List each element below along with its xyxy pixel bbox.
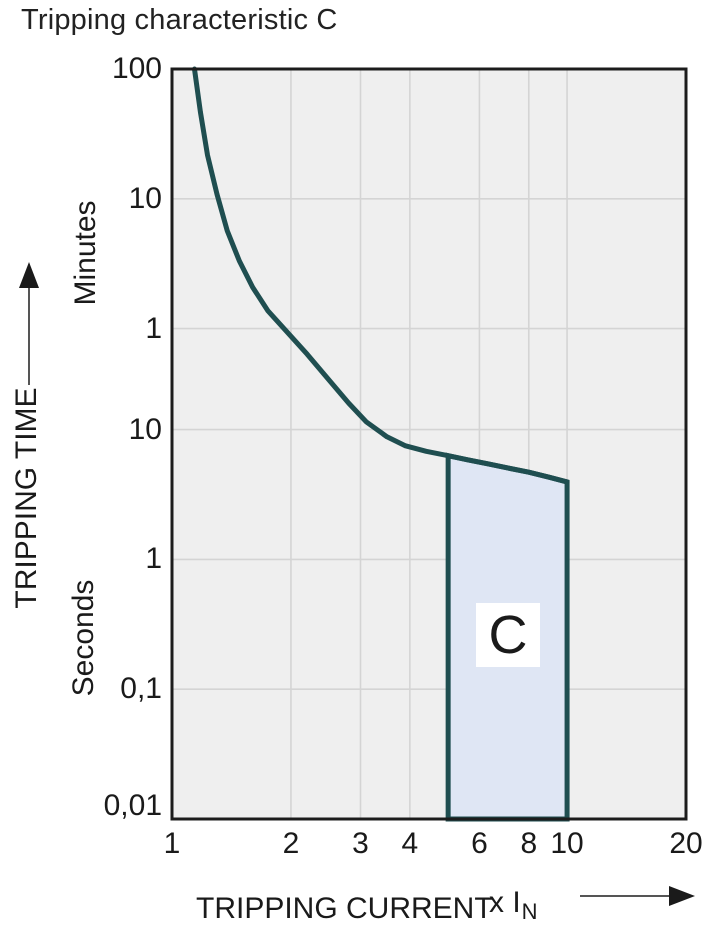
trip-curve: [191, 66, 570, 485]
x-tick-label: 20: [669, 827, 703, 860]
x-tick-label: 3: [352, 827, 369, 860]
y-tick-label: 10: [128, 412, 162, 446]
x-tick-label: 2: [282, 827, 300, 860]
y-tick-label: 1: [145, 542, 162, 576]
y-tick-label: 0,1: [120, 672, 162, 706]
y-axis-title: TRIPPING TIME: [10, 387, 43, 609]
x-tick-label: 6: [471, 827, 488, 860]
plot-background: [172, 69, 686, 819]
x-axis-unit: x IN: [489, 886, 538, 924]
c-zone-label: C: [488, 605, 528, 665]
y-axis-arrow-icon: [19, 262, 39, 288]
y-unit-minutes: Minutes: [69, 200, 102, 306]
x-tick-label: 4: [401, 827, 419, 860]
x-axis-unit-prefix: x I: [489, 886, 521, 919]
y-tick-label: 1: [145, 311, 162, 345]
c-zone-label-box: C: [476, 603, 540, 667]
x-tick-label: 8: [520, 827, 538, 860]
chart-title: Tripping characteristic C: [21, 4, 338, 36]
x-axis-title: TRIPPING CURRENT: [196, 892, 493, 925]
y-tick-label: 10: [128, 181, 162, 215]
plot-frame: [170, 67, 688, 821]
y-tick-label: 0,01: [103, 789, 162, 822]
x-axis-unit-subscript: N: [521, 899, 538, 924]
x-axis-arrow-icon: [669, 886, 695, 906]
x-tick-label: 10: [550, 827, 584, 860]
y-tick-label: 100: [111, 52, 162, 85]
x-tick-label: 1: [163, 827, 181, 860]
